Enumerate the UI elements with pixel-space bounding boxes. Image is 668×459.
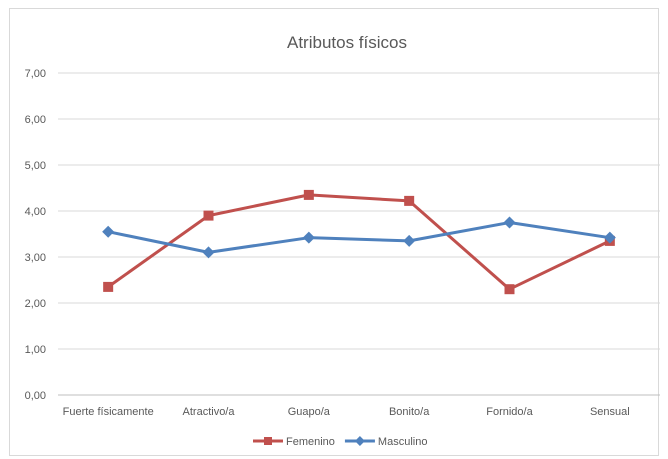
- y-tick-label: 0,00: [25, 390, 46, 402]
- y-tick-label: 4,00: [25, 206, 46, 218]
- data-point: [303, 189, 314, 200]
- legend-label: Femenino: [286, 436, 335, 448]
- y-axis-ticks: 0,00 1,00 2,00 3,00 4,00 5,00 6,00 7,00: [25, 68, 46, 402]
- chart-frame: [9, 8, 659, 456]
- y-tick-label: 6,00: [25, 114, 46, 126]
- data-point: [603, 231, 616, 244]
- x-tick-label: Fornido/a: [486, 406, 533, 418]
- series-masculino: [102, 216, 616, 259]
- data-point: [202, 246, 215, 259]
- series-line: [106, 193, 612, 291]
- data-point: [302, 231, 315, 244]
- x-tick-label: Fuerte físicamente: [63, 406, 154, 418]
- x-tick-label: Guapo/a: [288, 406, 331, 418]
- data-point: [203, 210, 214, 221]
- chart-title: Atributos físicos: [287, 33, 407, 52]
- x-axis-ticks: Fuerte físicamente Atractivo/a Guapo/a Boni…: [63, 406, 630, 418]
- series-femenino: [103, 189, 615, 295]
- legend-marker: [264, 437, 272, 445]
- legend-marker: [354, 436, 365, 446]
- legend-label: Masculino: [378, 436, 428, 448]
- legend-item: Masculino: [344, 436, 428, 448]
- y-tick-label: 1,00: [25, 344, 46, 356]
- series-line: [106, 221, 612, 254]
- y-tick-label: 2,00: [25, 298, 46, 310]
- y-tick-label: 3,00: [25, 252, 46, 264]
- legend: Femenino Masculino: [253, 436, 427, 448]
- x-tick-label: Bonito/a: [389, 406, 430, 418]
- series-layer: [102, 189, 616, 295]
- x-tick-label: Sensual: [590, 406, 630, 418]
- y-tick-label: 7,00: [25, 68, 46, 80]
- x-tick-label: Atractivo/a: [183, 406, 236, 418]
- data-point: [503, 216, 516, 229]
- data-point: [102, 225, 115, 238]
- grid-layer: [58, 72, 660, 396]
- data-point: [103, 281, 114, 292]
- data-point: [403, 234, 416, 247]
- data-point: [404, 195, 415, 206]
- y-tick-label: 5,00: [25, 160, 46, 172]
- data-point: [504, 284, 515, 295]
- legend-item: Femenino: [253, 436, 335, 448]
